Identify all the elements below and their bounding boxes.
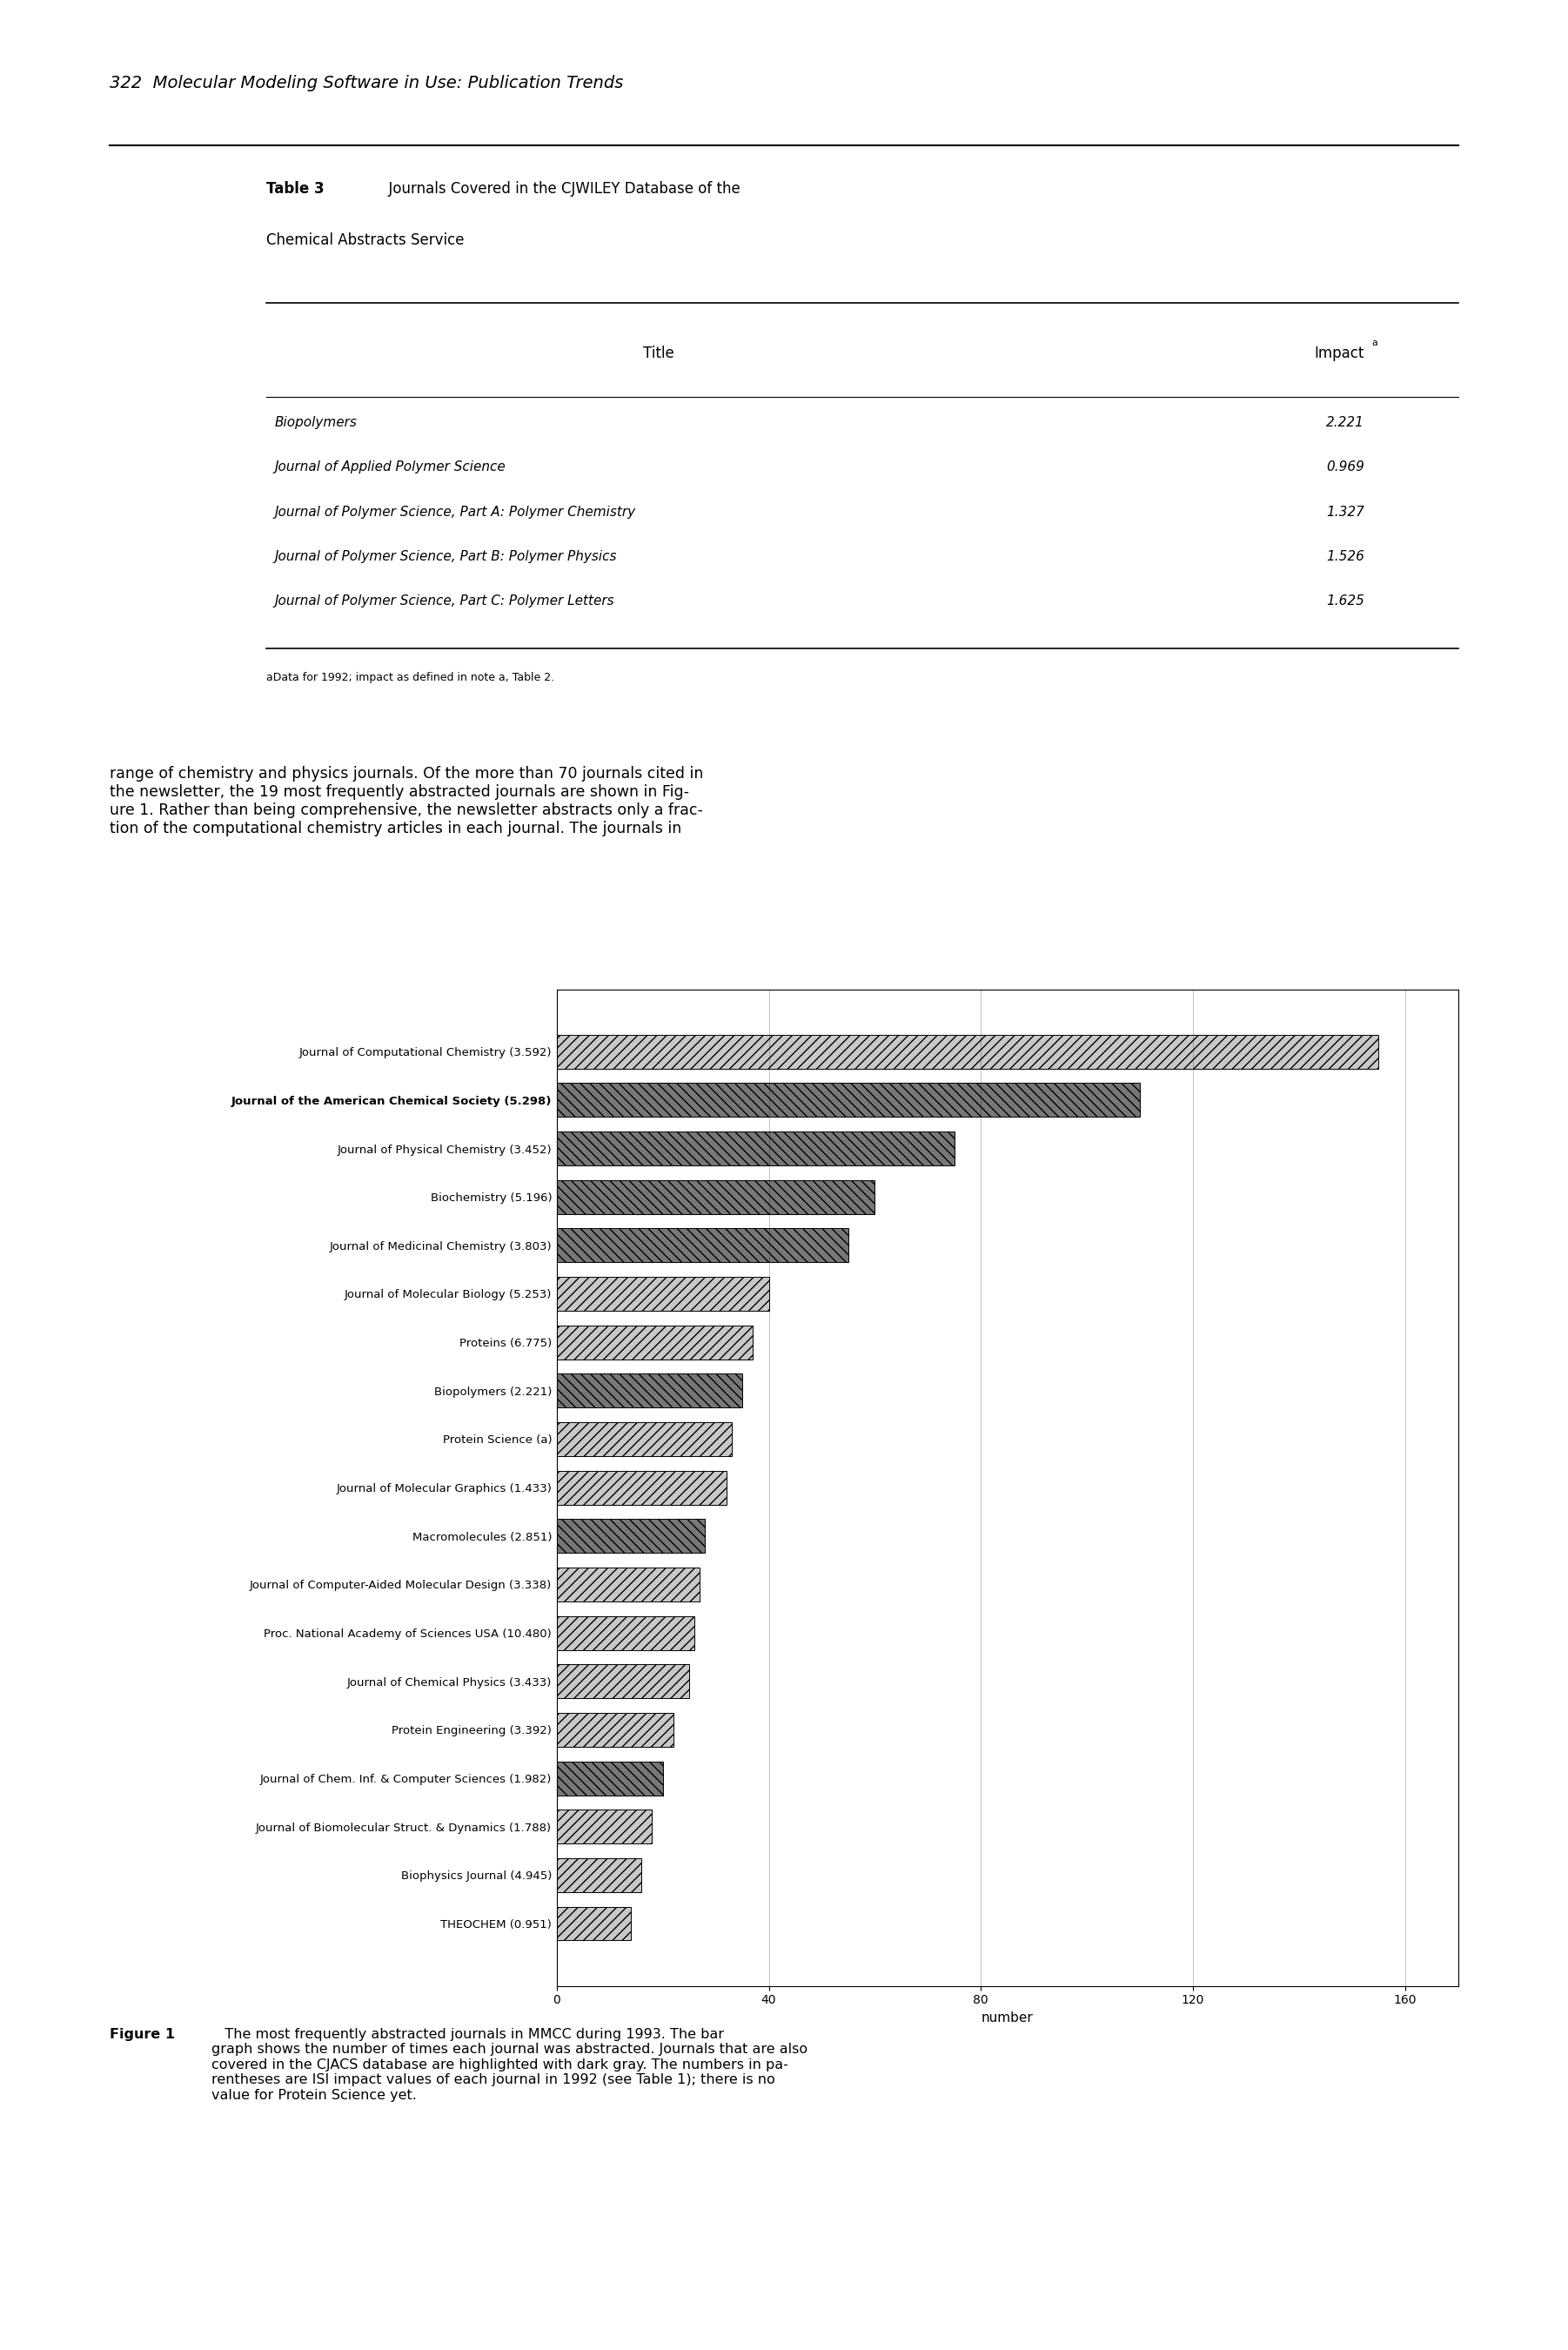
Text: 322  Molecular Modeling Software in Use: Publication Trends: 322 Molecular Modeling Software in Use: … [110,75,624,92]
Text: 1.625: 1.625 [1327,595,1364,609]
Bar [557,1617,695,1650]
Bar [557,1810,652,1845]
Text: Journal of Polymer Science, Part C: Polymer Letters: Journal of Polymer Science, Part C: Poly… [274,595,615,609]
Bar [557,1859,641,1892]
Bar [557,1325,753,1358]
Text: Journal of Polymer Science, Part A: Polymer Chemistry: Journal of Polymer Science, Part A: Poly… [274,505,635,519]
Text: Figure 1: Figure 1 [110,2028,176,2042]
Bar [557,1567,699,1600]
Bar [557,1083,1140,1116]
Bar [557,1471,726,1504]
Text: Title: Title [643,345,674,362]
Text: Chemical Abstracts Service: Chemical Abstracts Service [267,233,464,249]
Bar [557,1180,875,1215]
Text: range of chemistry and physics journals. Of the more than 70 journals cited in
t: range of chemistry and physics journals.… [110,766,704,837]
Text: Journal of Polymer Science, Part B: Polymer Physics: Journal of Polymer Science, Part B: Poly… [274,550,616,564]
Text: Journal of Applied Polymer Science: Journal of Applied Polymer Science [274,461,505,475]
Bar [557,1276,768,1311]
Bar [557,1518,706,1553]
Text: 0.969: 0.969 [1327,461,1364,475]
Bar [557,1713,673,1746]
Text: a: a [1372,338,1378,348]
Text: 1.327: 1.327 [1327,505,1364,519]
Bar [557,1229,848,1262]
Text: Table 3: Table 3 [267,181,325,197]
Text: aData for 1992; impact as defined in note a, Table 2.: aData for 1992; impact as defined in not… [267,672,555,684]
Text: The most frequently abstracted journals in MMCC during 1993. The bar
graph shows: The most frequently abstracted journals … [212,2028,808,2101]
Text: Biopolymers: Biopolymers [274,416,358,430]
X-axis label: number: number [982,2012,1033,2023]
Text: Journals Covered in the CJWILEY Database of the: Journals Covered in the CJWILEY Database… [379,181,740,197]
Bar [557,1664,690,1699]
Text: 2.221: 2.221 [1327,416,1364,430]
Bar [557,1034,1378,1069]
Text: Impact: Impact [1314,345,1364,362]
Bar [557,1375,742,1408]
Text: 1.526: 1.526 [1327,550,1364,564]
Bar [557,1906,630,1941]
Bar [557,1422,732,1457]
Bar [557,1760,663,1795]
Bar [557,1130,955,1166]
